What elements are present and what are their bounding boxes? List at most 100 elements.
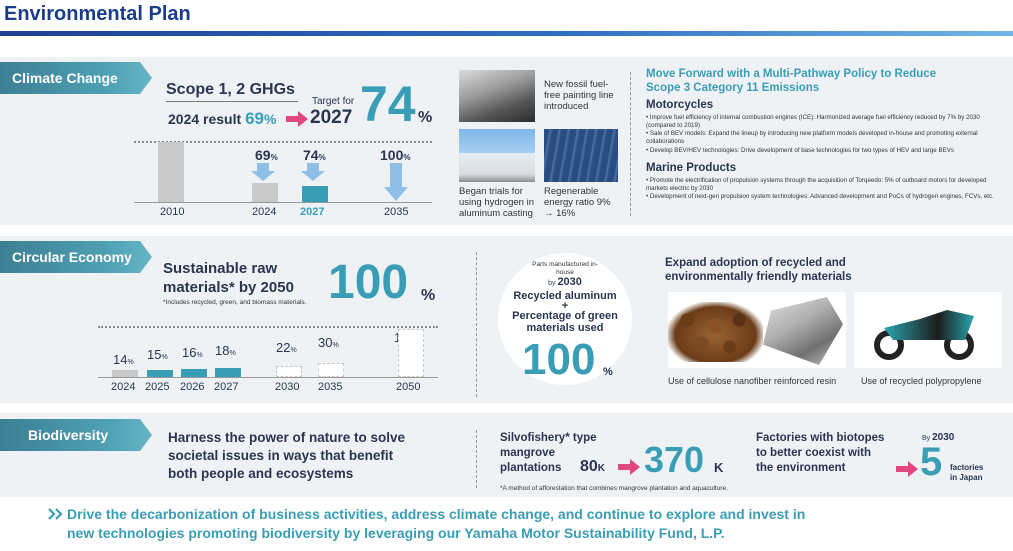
circular-tab: Circular Economy <box>0 241 152 273</box>
circle-by-year: by 2030 <box>548 276 582 288</box>
target-for-label: Target for <box>312 96 355 107</box>
page-title: Environmental Plan <box>4 3 191 25</box>
circ-pct-2024: 14% <box>113 352 134 367</box>
climate-tab: Climate Change <box>0 62 152 94</box>
factories-unit-2: in Japan <box>950 473 983 482</box>
footer-line-1: Drive the decarbonization of business ac… <box>67 506 806 522</box>
climate-year-2035: 2035 <box>384 206 409 218</box>
recycled-aluminum-circle <box>498 253 632 385</box>
circle-value: 100 <box>522 335 596 384</box>
climate-heading: Scope 1, 2 GHGs <box>166 81 295 98</box>
silvo-footnote: *A method of afforestation that combines… <box>500 485 728 492</box>
circular-bar-2050 <box>398 329 424 377</box>
bio-text-3: both people and ecosystems <box>168 466 354 481</box>
biodiversity-panel <box>0 413 1013 497</box>
bio-divider <box>476 430 477 488</box>
silvo-from: 80K <box>580 458 606 475</box>
bio-text-1: Harness the power of nature to solve <box>168 430 406 445</box>
circular-bar-2025 <box>147 370 173 377</box>
result-label-text: 2024 result <box>168 111 242 127</box>
photo-hydrogen-factory <box>459 129 535 182</box>
circ-year-2025: 2025 <box>145 381 170 393</box>
climate-bar-2024 <box>252 183 278 202</box>
circle-line2: Recycled aluminum <box>513 290 617 302</box>
circular-bar-2024 <box>112 370 138 377</box>
factories-value: 5 <box>920 440 943 484</box>
biodiversity-tab: Biodiversity <box>0 419 152 451</box>
photo-cellulose-resin <box>668 292 846 368</box>
marine-item-2: • Development of next-gen propulsion sys… <box>646 193 994 200</box>
circ-year-2027: 2027 <box>214 381 239 393</box>
circ-pct-2027: 18% <box>215 343 236 358</box>
silvo-1: Silvofishery* type <box>500 432 597 444</box>
photo-painting-caption: New fossil fuel-free painting line intro… <box>544 79 614 112</box>
factories-2: to better coexist with <box>756 447 872 459</box>
target-year: 2027 <box>310 107 353 128</box>
circ-pct-2026: 16% <box>182 345 203 360</box>
circle-plus: + <box>561 300 569 312</box>
scope3-title-1: Move Forward with a Multi-Pathway Policy… <box>646 68 937 80</box>
chart-baseline-dotted <box>134 141 432 143</box>
factories-3: the environment <box>756 462 846 474</box>
photo-hydrogen-caption: Began trials for using hydrogen in alumi… <box>459 186 534 219</box>
circular-chart-axis <box>98 377 438 378</box>
circ-year-2030: 2030 <box>275 381 300 393</box>
arrow-right-icon <box>618 459 640 475</box>
result-label: 2024 result 69% <box>168 109 276 129</box>
silvo-to: 370 <box>644 439 705 480</box>
chart-axis <box>134 202 432 203</box>
circular-heading-1: Sustainable raw <box>163 260 278 277</box>
header-gradient-bar <box>0 31 1013 36</box>
photo-painting-line <box>459 70 535 122</box>
circular-big-unit: % <box>421 287 436 304</box>
silvo-2: mangrove <box>500 447 555 459</box>
photo-solar-panels <box>544 129 618 182</box>
bio-text-2: societal issues in ways that benefit <box>168 448 394 463</box>
circular-bar-2026 <box>181 369 207 377</box>
arrow-right-icon <box>286 111 308 127</box>
circle-unit: % <box>603 366 613 378</box>
circ-pct-2030: 22% <box>276 340 297 355</box>
target-unit: % <box>418 109 433 126</box>
arrow-right-icon <box>896 461 918 477</box>
motorcycles-heading: Motorcycles <box>646 99 714 111</box>
result-unit: % <box>263 111 277 127</box>
circular-bar-2030 <box>276 366 302 377</box>
moto-item-3: • Develop BEV/HEV technologies: Drive de… <box>646 147 954 154</box>
expand-title-1: Expand adoption of recycled and <box>665 257 846 269</box>
result-value: 69 <box>245 109 264 128</box>
factories-unit-1: factories <box>950 463 984 472</box>
climate-bar-2027 <box>302 186 328 202</box>
footer-line-2: new technologies promoting biodiversity … <box>67 525 725 541</box>
moto-item-1: • Improve fuel efficiency of internal co… <box>646 114 980 129</box>
circ-year-2035: 2035 <box>318 381 343 393</box>
climate-pct-2027: 74% <box>303 147 326 163</box>
silvo-to-unit: K <box>714 460 724 475</box>
arrow-down-icon <box>384 163 408 201</box>
circular-chart-dotted <box>98 326 438 328</box>
caption-cellulose: Use of cellulose nanofiber reinforced re… <box>668 376 837 386</box>
photo-recycled-scooter <box>854 292 1002 368</box>
circ-year-2050: 2050 <box>396 381 421 393</box>
climate-bar-2010 <box>158 142 184 202</box>
circle-line3: Percentage of green materials used <box>512 310 618 334</box>
circ-year-2026: 2026 <box>180 381 205 393</box>
photo-solar-caption: Regenerable energy ratio 9% → 16% <box>544 186 611 219</box>
climate-pct-2024: 69% <box>255 147 278 163</box>
marine-heading: Marine Products <box>646 162 737 174</box>
caption-polypropylene: Use of recycled polypropylene <box>861 376 982 386</box>
circ-pct-2035: 30% <box>318 335 339 350</box>
scope3-title-2: Scope 3 Category 11 Emissions <box>646 82 820 94</box>
circ-year-2024: 2024 <box>111 381 136 393</box>
climate-heading-underline <box>166 101 298 102</box>
climate-pct-2035: 100% <box>380 147 411 163</box>
circular-divider <box>476 252 477 397</box>
climate-year-2027: 2027 <box>300 206 325 218</box>
climate-year-2010: 2010 <box>160 206 185 218</box>
silvo-3: plantations <box>500 462 562 474</box>
expand-title-2: environmentally friendly materials <box>665 271 852 283</box>
circular-bar-2027 <box>215 368 241 377</box>
arrow-down-icon <box>301 163 325 181</box>
circular-bar-2035 <box>318 363 344 377</box>
circ-pct-2025: 15% <box>147 347 168 362</box>
